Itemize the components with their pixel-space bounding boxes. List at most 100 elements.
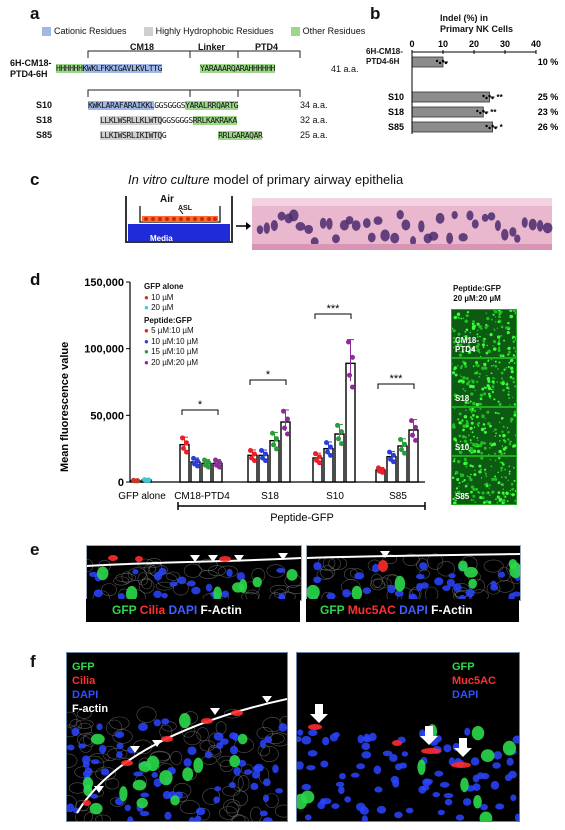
dapi-nucleus bbox=[439, 781, 450, 788]
variant-brackets bbox=[87, 89, 301, 97]
gfp-cell bbox=[465, 314, 469, 318]
b-bar bbox=[411, 91, 490, 103]
dapi-nucleus bbox=[419, 562, 428, 570]
d-point bbox=[317, 454, 322, 460]
gfp-cell bbox=[232, 582, 244, 593]
gfp-cell bbox=[484, 468, 487, 471]
dapi-nucleus bbox=[191, 586, 201, 595]
gfp-cell bbox=[477, 491, 479, 493]
gfp-cell bbox=[492, 430, 495, 432]
gfp-cell bbox=[488, 392, 491, 396]
actin-outline bbox=[320, 565, 335, 579]
gfp-cell bbox=[473, 435, 475, 438]
gfp-cell bbox=[472, 499, 475, 502]
gfp-cell bbox=[453, 437, 457, 441]
dapi-nucleus bbox=[331, 803, 340, 809]
actin-outline bbox=[110, 796, 126, 807]
gfp-cell bbox=[502, 447, 507, 451]
gfp-cell bbox=[490, 364, 493, 367]
gfp-cell bbox=[489, 387, 492, 389]
dapi-nucleus bbox=[183, 758, 192, 767]
gfp-cell bbox=[484, 364, 487, 367]
d-point bbox=[413, 424, 418, 430]
gfp-cell bbox=[82, 776, 94, 790]
d-point bbox=[380, 469, 385, 475]
gfp-cell bbox=[485, 475, 488, 478]
gfp-cell bbox=[501, 491, 505, 495]
d-point bbox=[281, 408, 286, 414]
panel-b-letter: b bbox=[370, 4, 381, 23]
gfp-cell bbox=[497, 320, 500, 324]
variant-s10-length: 34 a.a. bbox=[300, 100, 328, 110]
panel-e-right-legend: GFP Muc5AC DAPI F-Actin bbox=[306, 599, 519, 622]
actin-outline bbox=[143, 564, 157, 574]
gfp-cell bbox=[461, 480, 464, 483]
histology-nucleus bbox=[256, 225, 264, 235]
panel-b-row-label-line1: 6H-CM18- bbox=[366, 47, 403, 56]
gfp-cell bbox=[464, 566, 478, 578]
gfp-cell bbox=[508, 350, 511, 354]
gfp-cell bbox=[503, 439, 506, 442]
gfp-cell bbox=[488, 394, 492, 398]
gfp-cell bbox=[472, 401, 476, 406]
dapi-nucleus bbox=[138, 722, 148, 732]
dapi-nucleus bbox=[394, 811, 403, 819]
gfp-cell bbox=[509, 310, 513, 312]
dapi-nucleus bbox=[301, 783, 312, 791]
red-stain bbox=[308, 724, 322, 730]
gfp-cell bbox=[456, 364, 459, 367]
actin-outline bbox=[262, 717, 283, 733]
actin-outline bbox=[170, 750, 183, 765]
d-point bbox=[391, 459, 396, 465]
dapi-nucleus bbox=[476, 772, 485, 780]
gfp-cell bbox=[462, 376, 466, 380]
gfp-cell bbox=[513, 493, 515, 495]
actin-outline bbox=[226, 801, 239, 817]
gfp-cell bbox=[480, 403, 482, 405]
gfp-cell bbox=[486, 344, 488, 347]
gfp-cell bbox=[462, 428, 465, 432]
dapi-nucleus bbox=[259, 739, 267, 749]
legend-swatch-hydrophobic bbox=[143, 27, 153, 37]
panel-a-legend: Cationic Residues Highly Hydrophobic Res… bbox=[42, 26, 365, 37]
gfp-cell bbox=[499, 381, 502, 384]
b-row-label: S85 bbox=[388, 122, 404, 132]
gfp-cell bbox=[452, 336, 456, 340]
gfp-cell bbox=[468, 476, 472, 479]
gfp-cell bbox=[514, 350, 516, 353]
gfp-cell bbox=[452, 459, 456, 463]
gfp-cell bbox=[506, 500, 509, 502]
gfp-cell bbox=[463, 457, 467, 462]
actin-outline bbox=[113, 576, 130, 586]
gfp-cell bbox=[512, 396, 514, 399]
d-group-label: GFP alone bbox=[118, 491, 166, 502]
stain-legend-dapi: DAPI bbox=[168, 603, 201, 617]
gfp-cell bbox=[462, 424, 466, 428]
gfp-cell bbox=[492, 313, 495, 316]
gfp-cell bbox=[452, 327, 454, 330]
red-stain bbox=[201, 718, 213, 724]
gfp-cell bbox=[493, 388, 495, 390]
gfp-cell bbox=[497, 471, 499, 474]
gfp-cell bbox=[486, 492, 488, 495]
gfp-cell bbox=[193, 757, 204, 773]
stain-legend-gfp: GFP bbox=[320, 603, 348, 617]
dapi-nucleus bbox=[464, 727, 471, 736]
panel-e-right-image bbox=[306, 545, 521, 601]
gfp-cell bbox=[497, 348, 501, 352]
b-dot bbox=[476, 109, 479, 113]
dapi-nucleus bbox=[262, 794, 270, 803]
histology-nucleus bbox=[487, 212, 496, 221]
histology-nucleus bbox=[481, 213, 489, 222]
actin-outline bbox=[286, 584, 301, 594]
d-point bbox=[328, 452, 333, 458]
gfp-cell bbox=[502, 433, 506, 438]
actin-outline bbox=[95, 766, 116, 781]
images-title-line2: 20 µM:20 µM bbox=[453, 294, 501, 303]
gfp-cell bbox=[498, 402, 502, 406]
red-stain bbox=[392, 740, 402, 746]
panel-a-letter: a bbox=[30, 4, 40, 23]
histology-nucleus bbox=[373, 216, 383, 225]
variant-s85-name: S85 bbox=[36, 130, 53, 140]
d-point bbox=[191, 455, 196, 461]
